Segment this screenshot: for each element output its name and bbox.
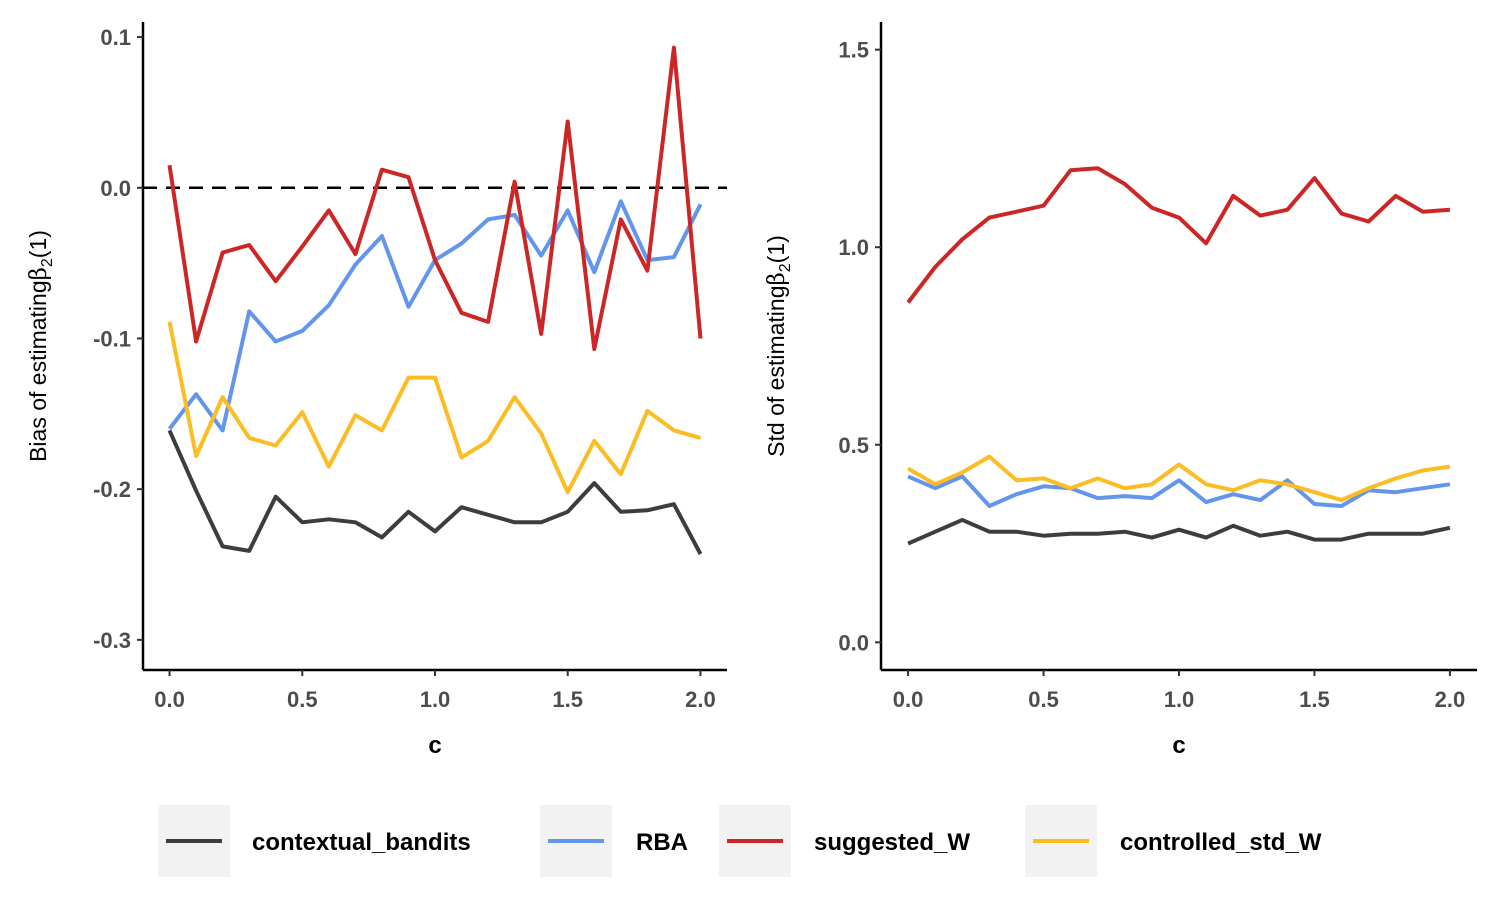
- y-tick-label: 1.5: [838, 38, 869, 63]
- y-tick-label: 1.0: [838, 235, 869, 260]
- x-tick-label: 2.0: [1435, 687, 1466, 712]
- x-tick-label: 0.0: [893, 687, 924, 712]
- x-tick-label: 1.0: [1164, 687, 1195, 712]
- y-tick-label: -0.2: [93, 477, 131, 502]
- x-tick-label: 2.0: [685, 687, 716, 712]
- y-axis-title: Bias of estimatingβ2(1): [25, 230, 56, 462]
- y-tick-label: 0.5: [838, 433, 869, 458]
- legend-item-contextual-bandits: contextual_bandits: [158, 805, 471, 877]
- y-tick-label: 0.0: [838, 630, 869, 655]
- legend-label: contextual_bandits: [252, 829, 471, 856]
- legend-item-suggested-W: suggested_W: [719, 805, 970, 877]
- x-axis-title: c: [428, 732, 441, 759]
- legend-item-RBA: RBA: [540, 805, 688, 877]
- y-axis-title: Std of estimatingβ2(1): [763, 235, 794, 457]
- series-line-controlled-std-W: [167, 321, 702, 495]
- legend-label: controlled_std_W: [1120, 829, 1322, 856]
- x-tick-label: 0.5: [287, 687, 318, 712]
- x-tick-label: 0.5: [1028, 687, 1059, 712]
- series-line-contextual-bandits: [907, 517, 1451, 546]
- y-tick-label: 0.0: [100, 176, 131, 201]
- y-tick-label: -0.1: [93, 326, 131, 351]
- series-line-RBA: [167, 199, 703, 433]
- x-tick-label: 0.0: [154, 687, 185, 712]
- y-tick-label: -0.3: [93, 628, 131, 653]
- legend-label: suggested_W: [814, 829, 970, 856]
- y-tick-label: 0.1: [100, 25, 131, 50]
- legend: contextual_bandits RBA suggested_W controll…: [158, 805, 1322, 877]
- legend-item-controlled-std-W: controlled_std_W: [1025, 805, 1322, 877]
- series-line-suggested-W: [167, 45, 703, 351]
- legend-label: RBA: [636, 829, 688, 856]
- x-tick-label: 1.5: [552, 687, 583, 712]
- bias-panel: -0.3 -0.2 -0.1 0.0 0.1 0.0 0.5 1.0 1.5 2.0 c Bias o…: [25, 22, 727, 759]
- x-axis-title: c: [1172, 732, 1185, 759]
- x-tick-label: 1.5: [1299, 687, 1330, 712]
- x-tick-label: 1.0: [420, 687, 451, 712]
- series-line-controlled-std-W: [907, 454, 1451, 503]
- std-panel: 0.0 0.5 1.0 1.5 0.0 0.5 1.0 1.5 2.0 c Std of estim…: [763, 22, 1477, 759]
- series-line-contextual-bandits: [167, 429, 703, 555]
- series-line-suggested-W: [906, 166, 1451, 304]
- series-line-RBA: [907, 474, 1451, 508]
